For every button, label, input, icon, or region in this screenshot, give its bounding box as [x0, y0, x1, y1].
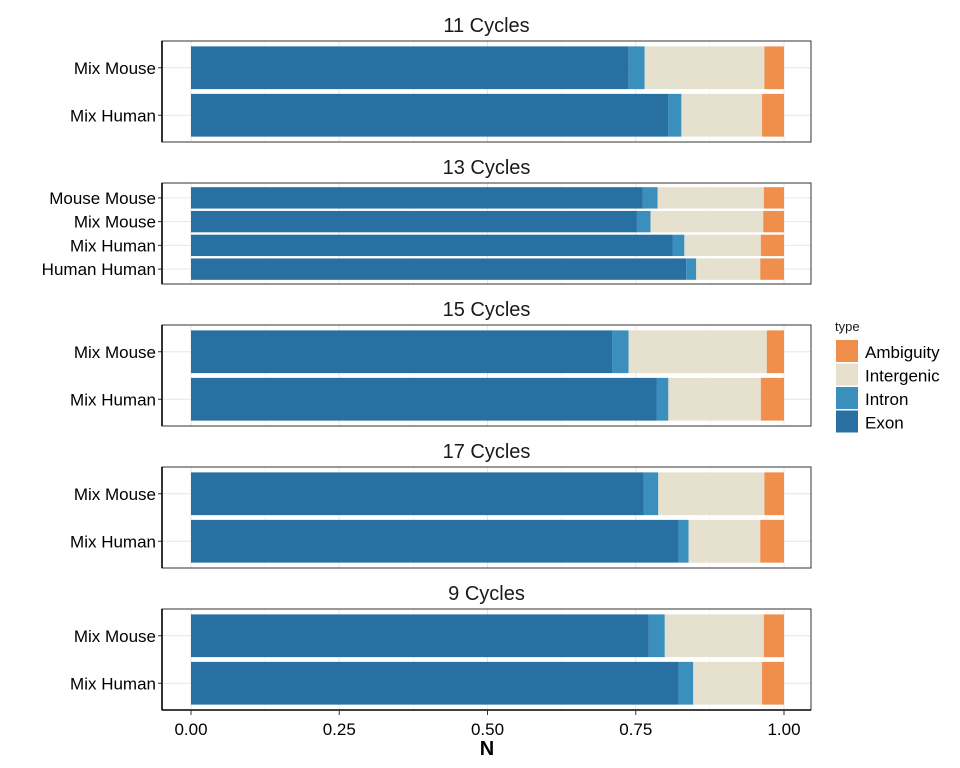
facet-panels: 11 Cycles Mix Mouse Mix Human 13 Cycles Mous…	[42, 15, 812, 711]
bar-segment-exon	[191, 614, 649, 658]
bar-segment-ambiguity	[763, 187, 784, 209]
bar-segment-intron	[612, 330, 629, 374]
legend: type Ambiguity Intergenic Intron Exon	[835, 319, 940, 433]
category-label: Mix Human	[70, 236, 156, 255]
bar-segment-intergenic	[684, 234, 761, 257]
category-label: Mix Human	[70, 106, 156, 125]
category-label: Mix Human	[70, 390, 156, 409]
bar-segment-ambiguity	[763, 210, 784, 233]
bar-segment-ambiguity	[760, 234, 784, 257]
bar-segment-ambiguity	[760, 258, 784, 280]
legend-label: Intergenic	[865, 367, 940, 386]
bar-segment-intergenic	[696, 258, 761, 280]
bar-segment-intergenic	[657, 187, 764, 209]
category-label: Mix Mouse	[74, 213, 156, 232]
bar-segment-intergenic	[681, 93, 763, 137]
facet-title: 11 Cycles	[443, 15, 529, 37]
category-label: Mix Human	[70, 532, 156, 551]
facet-panel: 13 Cycles Mouse Mouse Mix Mouse Mix Human Hu…	[42, 157, 812, 285]
bar-segment-intron	[678, 519, 689, 563]
bar-segment-intergenic	[650, 210, 764, 233]
bar-segment-intergenic	[688, 519, 761, 563]
facet-title: 15 Cycles	[443, 299, 531, 321]
category-label: Mix Mouse	[74, 485, 156, 504]
facet-panel: 15 Cycles Mix Mouse Mix Human	[70, 299, 812, 427]
facet-title: 17 Cycles	[443, 441, 531, 463]
bar-segment-exon	[191, 258, 687, 280]
legend-label: Ambiguity	[865, 343, 940, 362]
bar-segment-intergenic	[644, 46, 765, 90]
x-tick-label: 0.00	[174, 720, 207, 739]
x-axis-title: N	[480, 738, 494, 760]
bar-segment-intron	[678, 661, 694, 705]
legend-swatch-exon	[836, 410, 858, 433]
bar-segment-intron	[668, 93, 682, 137]
legend-swatch-intergenic	[836, 363, 858, 386]
x-tick-label: 0.75	[619, 720, 652, 739]
bar-segment-intron	[628, 46, 645, 90]
facet-title: 13 Cycles	[443, 157, 531, 179]
bar-segment-ambiguity	[762, 93, 784, 137]
bar-segment-exon	[191, 46, 629, 90]
facet-title: 9 Cycles	[448, 583, 525, 605]
facet-panel: 9 Cycles Mix Mouse Mix Human	[70, 583, 812, 711]
bar-segment-exon	[191, 519, 679, 563]
legend-label: Intron	[865, 390, 908, 409]
legend-title: type	[835, 319, 860, 334]
bar-segment-exon	[191, 187, 643, 209]
facet-panel: 11 Cycles Mix Mouse Mix Human	[70, 15, 812, 143]
category-label: Mix Mouse	[74, 59, 156, 78]
bar-segment-intron	[642, 187, 658, 209]
category-label: Human Human	[42, 260, 156, 279]
bar-segment-ambiguity	[764, 472, 784, 516]
category-label: Mouse Mouse	[49, 189, 156, 208]
bar-segment-exon	[191, 330, 613, 374]
category-label: Mix Human	[70, 674, 156, 693]
facet-panel: 17 Cycles Mix Mouse Mix Human	[70, 441, 812, 569]
x-tick-label: 0.25	[323, 720, 356, 739]
bar-segment-exon	[191, 210, 637, 233]
bar-segment-ambiguity	[766, 330, 784, 374]
bar-segment-intron	[686, 258, 697, 280]
bar-segment-intron	[672, 234, 685, 257]
bar-segment-ambiguity	[763, 614, 784, 658]
bar-segment-intergenic	[693, 661, 763, 705]
bar-segment-intron	[643, 472, 659, 516]
category-label: Mix Mouse	[74, 627, 156, 646]
bar-segment-intergenic	[628, 330, 767, 374]
bar-segment-intergenic	[664, 614, 764, 658]
category-label: Mix Mouse	[74, 343, 156, 362]
bar-segment-ambiguity	[762, 661, 784, 705]
bar-segment-exon	[191, 472, 644, 516]
bar-segment-exon	[191, 377, 657, 421]
x-tick-label: 0.50	[471, 720, 504, 739]
x-tick-label: 1.00	[767, 720, 800, 739]
legend-swatch-intron	[836, 387, 858, 409]
bar-segment-exon	[191, 234, 673, 257]
bar-segment-exon	[191, 661, 679, 705]
legend-label: Exon	[865, 414, 904, 433]
bar-segment-intergenic	[658, 472, 765, 516]
bar-segment-ambiguity	[760, 519, 784, 563]
bar-segment-ambiguity	[764, 46, 784, 90]
x-axis: 0.00 0.25 0.50 0.75 1.00	[162, 709, 811, 739]
bar-segment-ambiguity	[760, 377, 784, 421]
bar-segment-intron	[636, 210, 651, 233]
bar-segment-exon	[191, 93, 669, 137]
legend-swatch-ambiguity	[836, 340, 858, 362]
bar-segment-intron	[648, 614, 665, 658]
bar-segment-intergenic	[668, 377, 761, 421]
bar-segment-intron	[656, 377, 669, 421]
